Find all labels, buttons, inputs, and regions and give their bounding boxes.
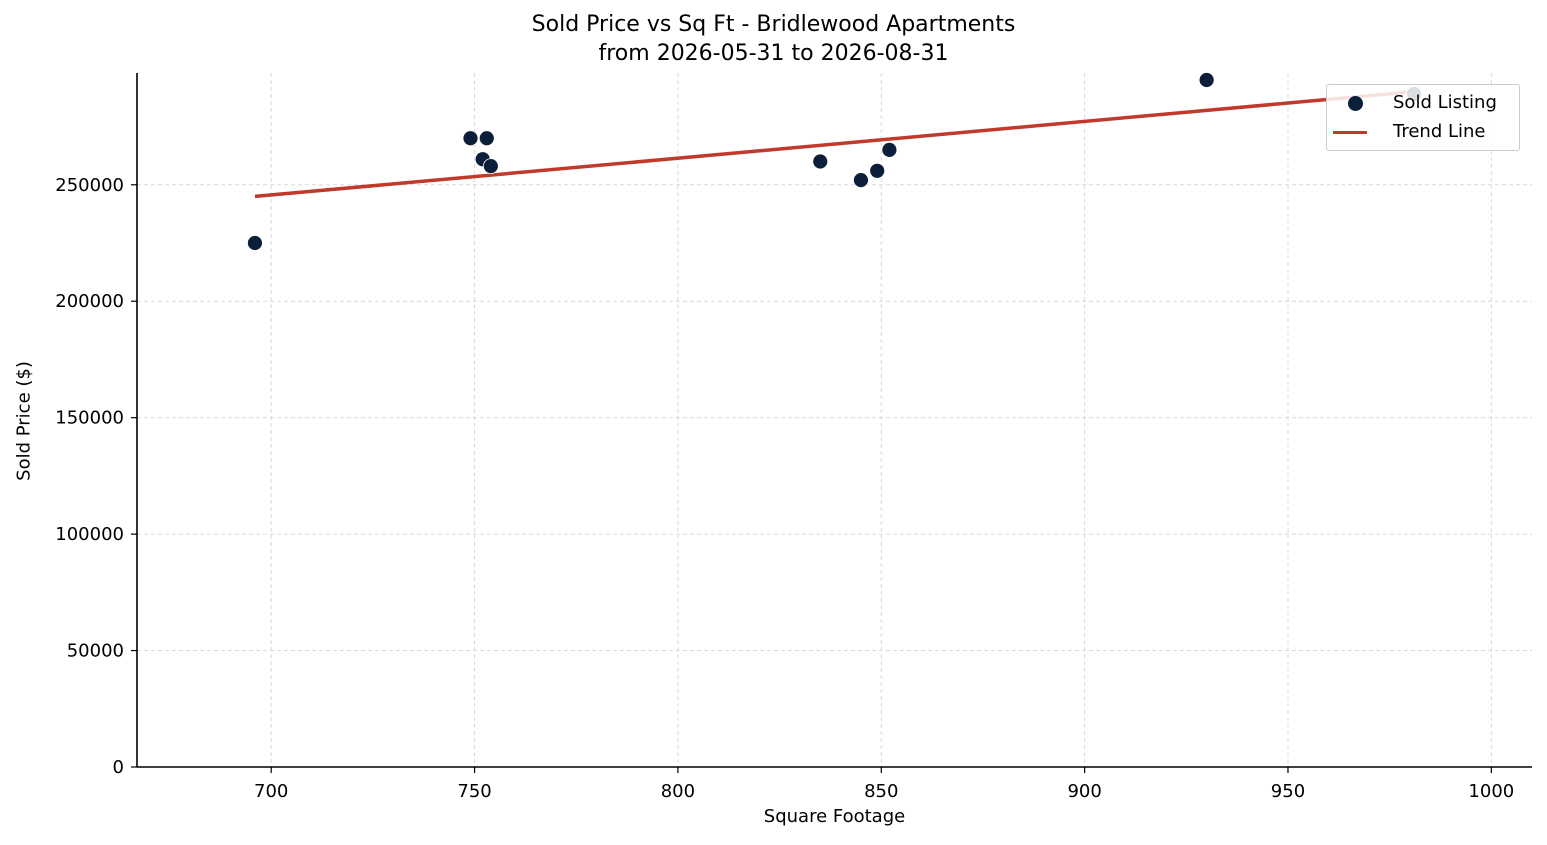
chart-subtitle: from 2026-05-31 to 2026-08-31 [598,41,949,66]
scatter-point [462,130,479,147]
y-axis-label: Sold Price ($) [13,361,35,481]
scatter-points [247,72,1422,251]
legend-marker-dot [1348,96,1363,111]
scatter-point [478,130,495,147]
scatter-point [482,158,499,175]
legend-marker-line [1333,131,1367,134]
trend-line [254,89,1415,199]
scatter-point [853,172,869,189]
y-tick-label: 0 [113,757,124,778]
y-tick-label: 150000 [55,408,124,429]
axes [136,73,1532,768]
x-tick-label: 700 [254,781,288,802]
x-tick-label: 900 [1067,781,1101,802]
grid [137,73,1532,767]
scatter-point [812,153,829,170]
scatter-point [881,141,898,158]
y-tick-label: 100000 [55,524,124,545]
x-tick-label: 1000 [1468,781,1514,802]
y-tick-label: 200000 [55,291,124,312]
legend-item-trend-line: Trend Line [1327,120,1519,144]
x-axis-label: Square Footage [763,806,906,827]
chart-title: Sold Price vs Sq Ft - Bridlewood Apartme… [531,12,1016,37]
x-tick-label: 950 [1271,781,1305,802]
trend-line-layer [254,89,1415,199]
legend: Sold Listing Trend Line [1326,84,1520,151]
legend-item-sold-listing: Sold Listing [1327,91,1519,115]
scatter-point [247,235,263,251]
legend-label-trend-line: Trend Line [1393,121,1486,142]
scatter-point [1198,72,1215,88]
scatter-point [869,162,886,179]
x-tick-label: 850 [864,781,898,802]
ticks: 700 750 800 850 900 950 1000 0 50000 100000 150000… [55,175,1514,802]
x-tick-label: 800 [661,781,695,802]
y-tick-label: 250000 [55,175,124,196]
x-tick-label: 750 [457,781,491,802]
legend-label-sold-listing: Sold Listing [1393,92,1497,113]
y-tick-label: 50000 [67,641,124,662]
